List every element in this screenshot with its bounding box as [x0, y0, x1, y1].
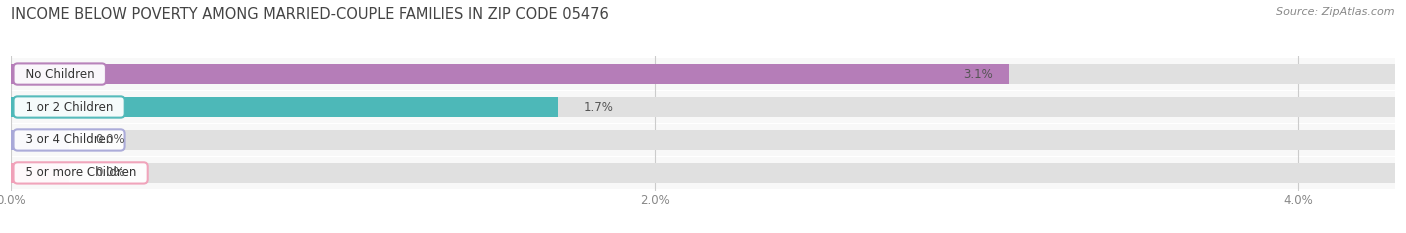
Text: 0.0%: 0.0% — [94, 166, 125, 179]
Text: 1.7%: 1.7% — [583, 100, 614, 113]
Text: 3.1%: 3.1% — [963, 68, 993, 81]
Bar — [11, 130, 1395, 150]
Bar — [11, 64, 1395, 84]
Bar — [11, 97, 558, 117]
Text: Source: ZipAtlas.com: Source: ZipAtlas.com — [1277, 7, 1395, 17]
Bar — [11, 157, 1395, 188]
Bar — [11, 58, 1395, 90]
Bar — [11, 163, 69, 183]
Text: 0.0%: 0.0% — [94, 134, 125, 147]
Text: 3 or 4 Children: 3 or 4 Children — [18, 134, 121, 147]
Text: No Children: No Children — [18, 68, 101, 81]
Text: INCOME BELOW POVERTY AMONG MARRIED-COUPLE FAMILIES IN ZIP CODE 05476: INCOME BELOW POVERTY AMONG MARRIED-COUPL… — [11, 7, 609, 22]
Bar — [11, 64, 1008, 84]
Text: 5 or more Children: 5 or more Children — [18, 166, 143, 179]
Bar — [11, 97, 1395, 117]
Bar — [11, 163, 1395, 183]
Text: 1 or 2 Children: 1 or 2 Children — [18, 100, 121, 113]
Bar — [11, 91, 1395, 123]
Bar — [11, 124, 1395, 156]
Bar — [11, 130, 69, 150]
